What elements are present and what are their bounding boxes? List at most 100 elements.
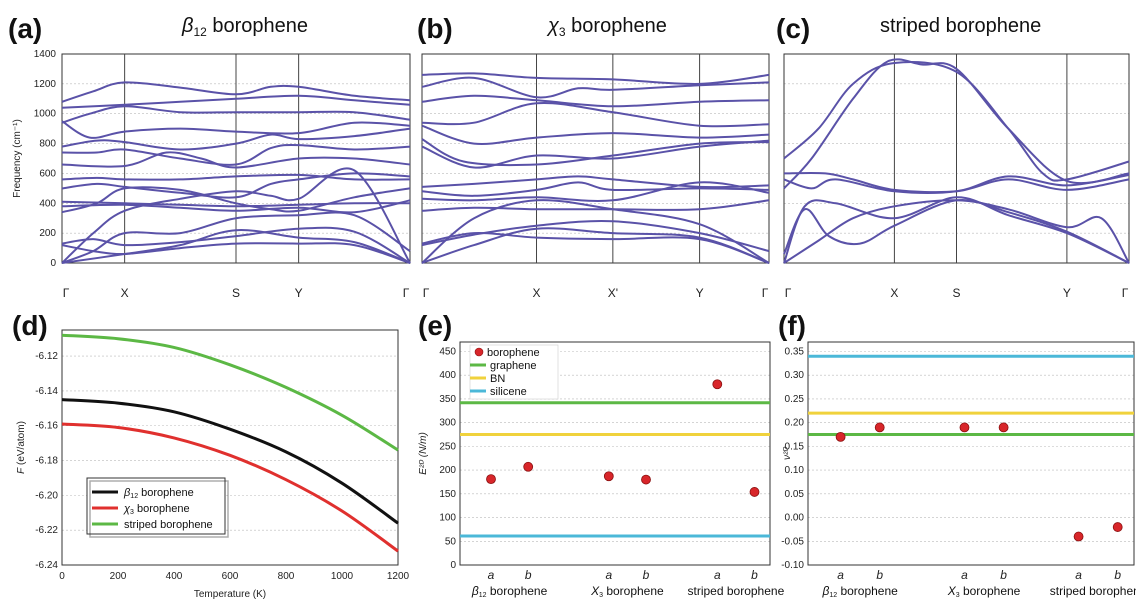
plot-frame-d: [61, 329, 399, 566]
kpoint-label: Y: [696, 286, 704, 300]
band-line: [421, 138, 770, 167]
y-tick-label: 250: [439, 441, 456, 452]
y-tick-label: 1200: [34, 79, 57, 90]
y-tick-label: 350: [439, 394, 456, 405]
y-tick-label: 0.35: [785, 346, 805, 357]
y-tick-label: 400: [439, 370, 456, 381]
data-point: [523, 461, 534, 472]
kpoint-label: Γ: [63, 286, 70, 300]
band-line: [61, 120, 411, 139]
band-line: [421, 124, 770, 145]
data-point: [874, 422, 885, 433]
group-sublabel: a: [837, 568, 844, 582]
y-tick-label: -6.12: [35, 351, 58, 362]
data-point: [1073, 531, 1084, 542]
band-line: [783, 173, 1130, 194]
band-line: [421, 219, 770, 253]
panel-label-a: (a): [8, 13, 42, 44]
x-tick-label: 800: [278, 571, 295, 582]
x-tick-label: 600: [222, 571, 239, 582]
panel-label-b: (b): [417, 13, 453, 44]
y-tick-label: -6.18: [35, 456, 58, 467]
band-line: [421, 76, 770, 99]
y-tick-label: 1000: [34, 109, 57, 120]
x-tick-label: 400: [166, 571, 183, 582]
x-tick-label: 200: [110, 571, 127, 582]
y-tick-label: 150: [439, 489, 456, 500]
y-tick-label: 800: [39, 139, 56, 150]
band-line: [421, 231, 770, 264]
y-tick-label: 0.20: [785, 418, 805, 429]
kpoint-label: Γ: [1122, 286, 1129, 300]
series-line: [61, 398, 399, 525]
kpoint-label: Γ: [785, 286, 792, 300]
data-point: [712, 379, 723, 390]
band-line: [421, 199, 770, 264]
y-tick-label: -0.10: [781, 560, 804, 571]
band-line: [61, 172, 411, 199]
plot-frame-f: [807, 341, 1135, 566]
band-line: [783, 196, 1130, 264]
y-tick-label: 300: [439, 418, 456, 429]
y-axis-label-a: Frequency (cm⁻¹): [12, 119, 23, 198]
y-tick-label: 0: [450, 560, 456, 571]
group-label: striped borophene: [1050, 584, 1136, 598]
y-tick-label: -6.20: [35, 490, 58, 501]
group-sublabel: b: [643, 568, 650, 582]
band-line: [783, 171, 1130, 194]
y-tick-label: 100: [439, 513, 456, 524]
band-line: [61, 173, 411, 181]
group-label: X3 borophene: [947, 584, 1021, 599]
group-sublabel: b: [1114, 568, 1121, 582]
y-tick-label: -6.24: [35, 560, 58, 571]
y-axis-label-f: ν²ᴰ: [782, 447, 793, 460]
kpoint-label: X': [608, 286, 618, 300]
y-tick-label: 0.15: [785, 441, 805, 452]
legend-label: borophene: [487, 347, 540, 359]
group-sublabel: b: [751, 568, 758, 582]
y-tick-label: -6.14: [35, 386, 58, 397]
band-line: [421, 175, 770, 189]
group-label: β12 borophene: [471, 584, 548, 599]
y-tick-label: 200: [39, 228, 56, 239]
group-sublabel: b: [1000, 568, 1007, 582]
panel-label-c: (c): [776, 13, 810, 44]
y-axis-label-e: E²ᴰ (N/m): [418, 432, 429, 475]
group-sublabel: a: [1075, 568, 1082, 582]
band-line: [783, 60, 1130, 182]
group-label: β12 borophene: [821, 584, 898, 599]
panel-title-c: striped borophene: [880, 15, 1041, 37]
plot-frame-e: [459, 341, 771, 566]
kpoint-label: Γ: [762, 286, 769, 300]
band-line: [61, 151, 411, 169]
group-sublabel: a: [488, 568, 495, 582]
data-point: [1112, 522, 1123, 532]
group-sublabel: a: [605, 568, 612, 582]
band-line: [61, 94, 411, 109]
data-point: [603, 471, 614, 482]
y-tick-label: 0.05: [785, 489, 805, 500]
x-tick-label: 1200: [387, 571, 410, 582]
group-sublabel: b: [525, 568, 532, 582]
y-axis-label-d: F (eV/atom): [16, 421, 27, 474]
kpoint-label: X: [121, 286, 129, 300]
y-tick-label: 0.00: [785, 513, 805, 524]
group-label: X3 borophene: [590, 584, 664, 599]
y-tick-label: -6.16: [35, 421, 58, 432]
band-line: [61, 81, 411, 103]
y-tick-label: 1400: [34, 49, 57, 60]
legend-marker-borophene: [474, 347, 484, 357]
kpoint-label: Y: [295, 286, 303, 300]
band-line: [783, 198, 1130, 264]
x-axis-label-d: Temperature (K): [194, 589, 266, 600]
y-tick-label: 200: [439, 465, 456, 476]
band-line: [421, 227, 770, 264]
y-tick-label: -0.05: [781, 536, 804, 547]
band-line: [61, 200, 411, 208]
y-tick-label: 600: [39, 168, 56, 179]
panel-label-e: (e): [418, 310, 452, 341]
legend-label: silicene: [490, 386, 527, 398]
legend-label: BN: [490, 373, 505, 385]
legend-label: β12 borophene: [123, 487, 194, 500]
